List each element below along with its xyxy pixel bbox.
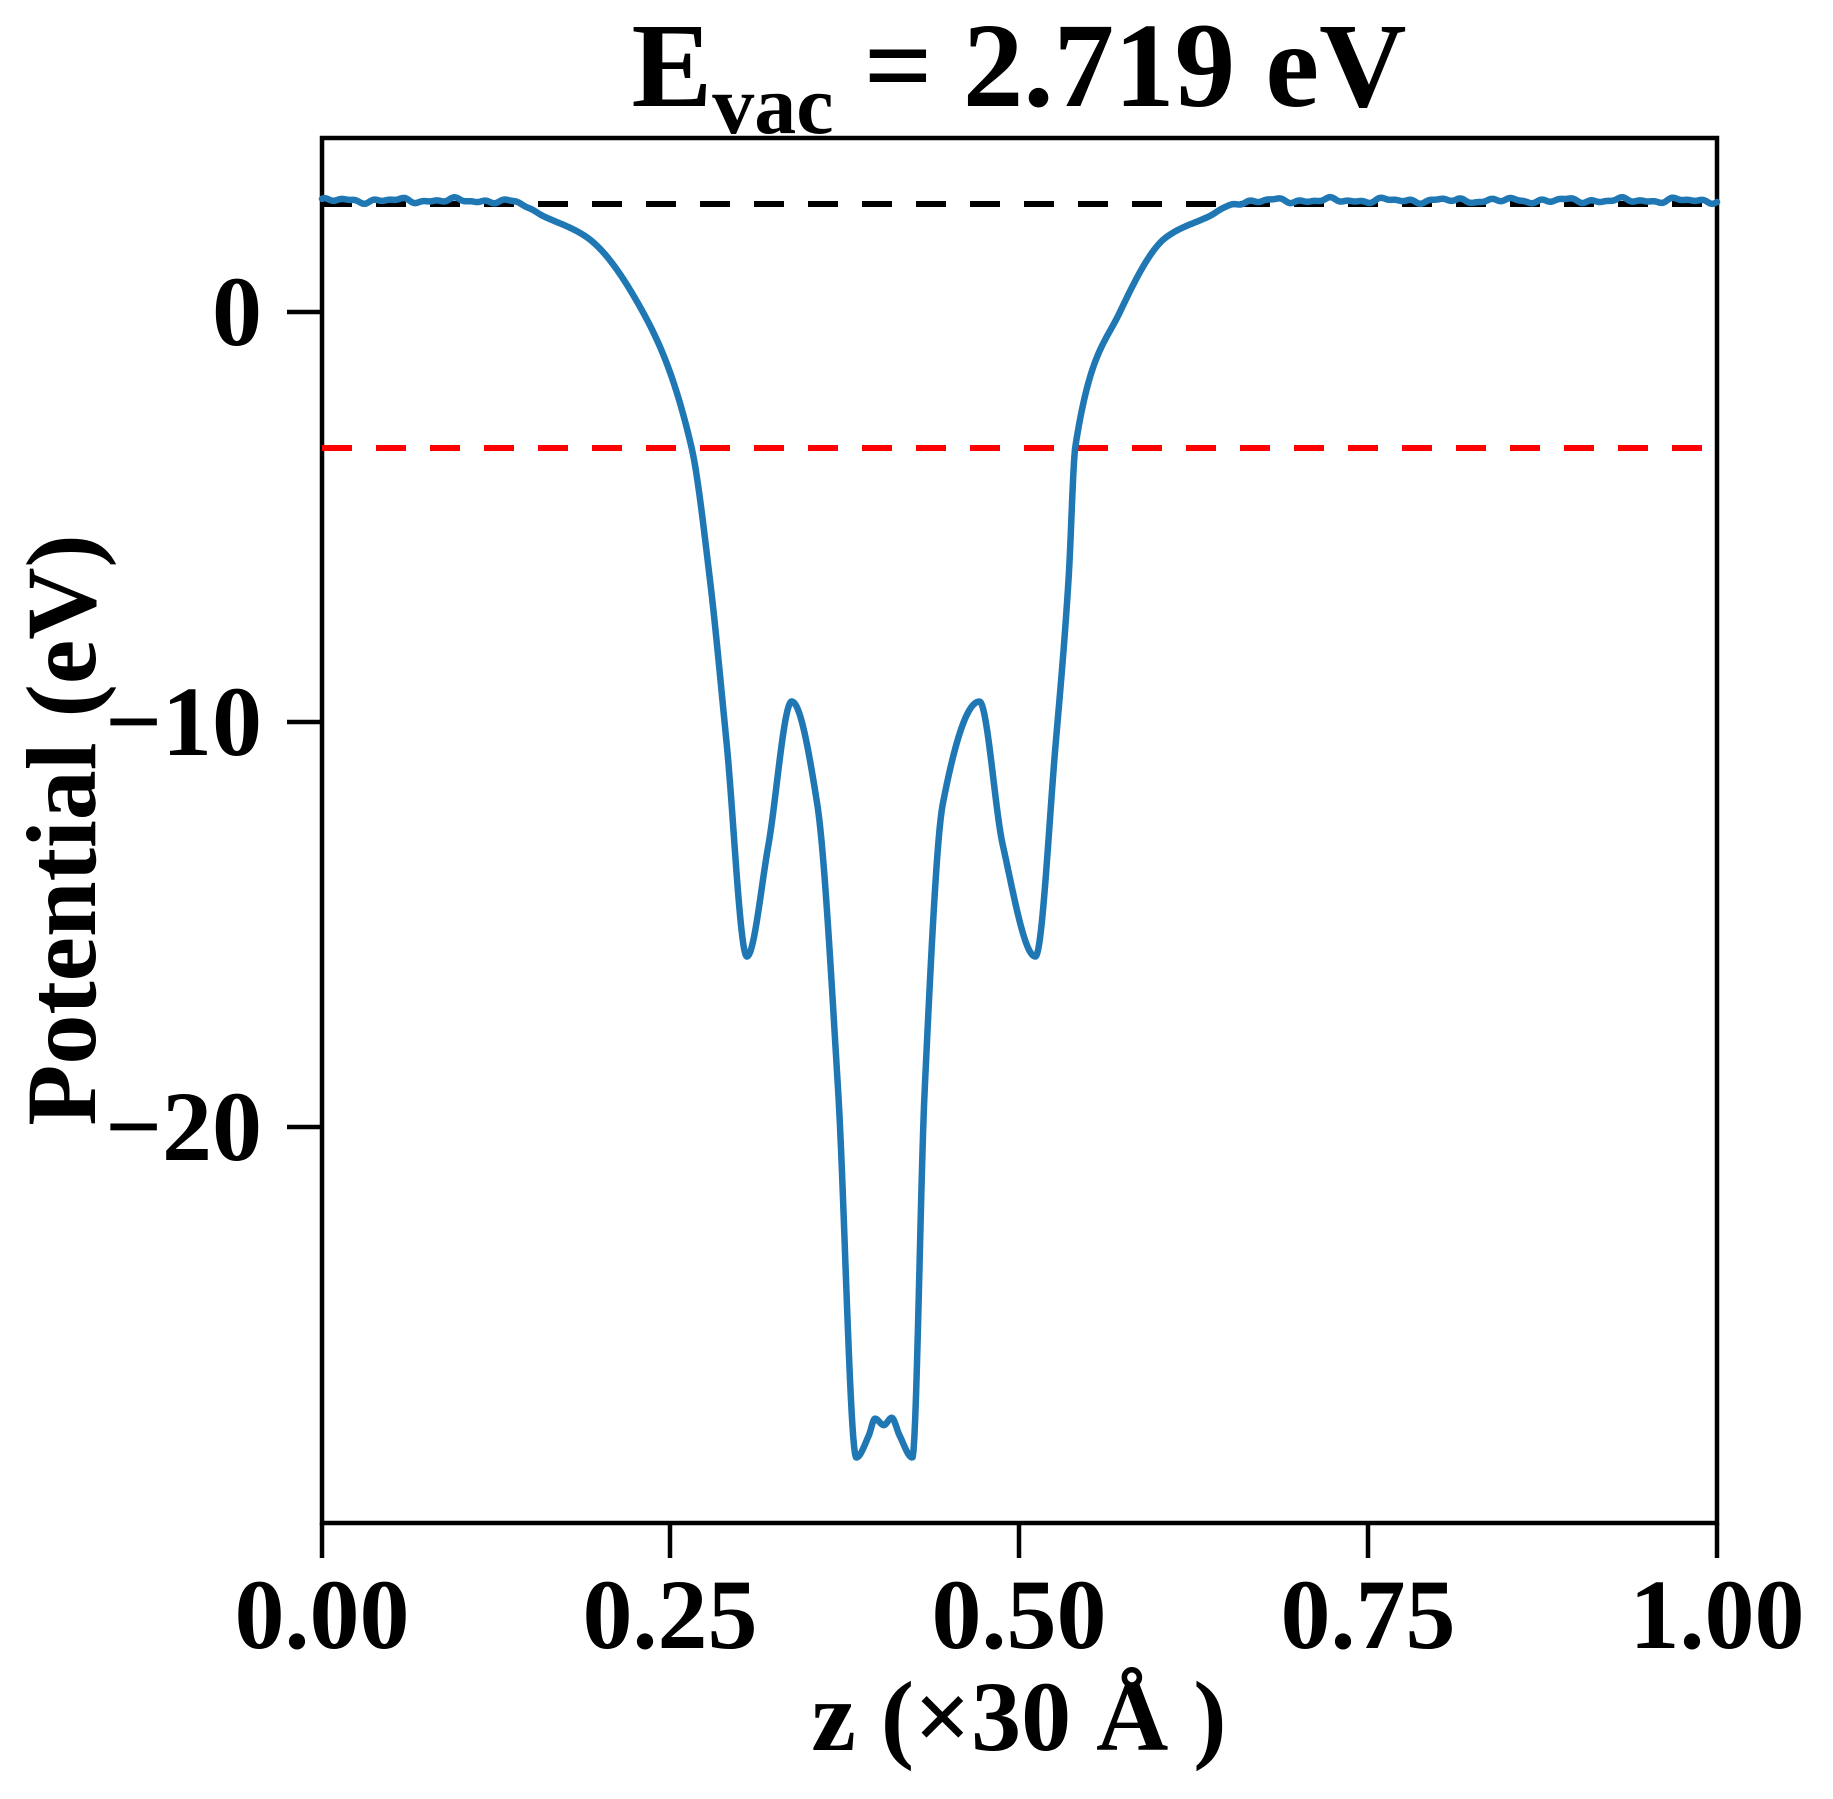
- svg-text:0.75: 0.75: [1281, 1559, 1456, 1670]
- svg-text:Potential (eV): Potential (eV): [6, 534, 117, 1125]
- svg-text:0: 0: [212, 256, 262, 367]
- svg-text:−20: −20: [105, 1071, 262, 1182]
- svg-text:0.25: 0.25: [583, 1559, 758, 1670]
- svg-text:1.00: 1.00: [1630, 1559, 1805, 1670]
- svg-text:0.00: 0.00: [235, 1559, 410, 1670]
- svg-text:z (×30 Å ): z (×30 Å ): [811, 1661, 1226, 1772]
- svg-text:−10: −10: [105, 666, 262, 777]
- svg-text:Evac = 2.719 eV: Evac = 2.719 eV: [631, 0, 1406, 152]
- svg-text:0.50: 0.50: [932, 1559, 1107, 1670]
